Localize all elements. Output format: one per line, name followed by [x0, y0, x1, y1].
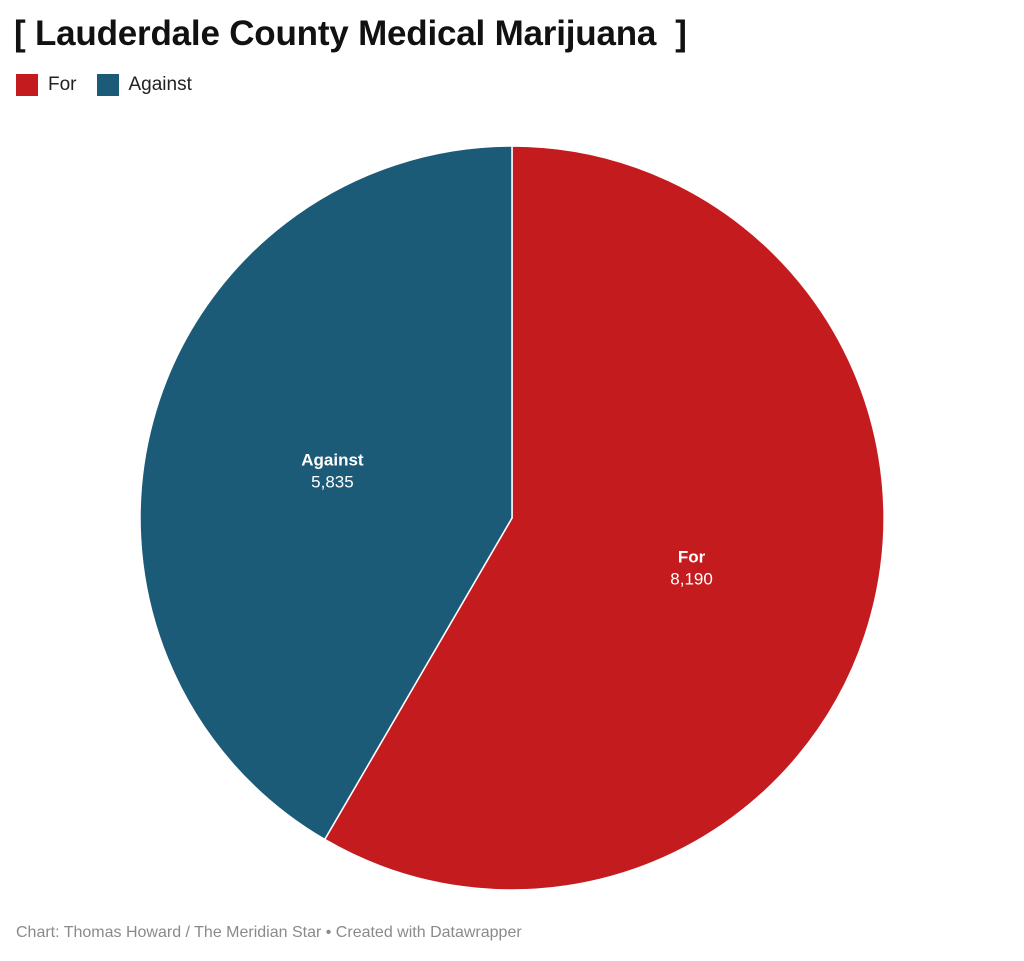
legend-swatch-for: [16, 74, 38, 96]
chart-credit: Chart: Thomas Howard / The Meridian Star…: [16, 924, 522, 941]
slice-label-against: Against: [301, 451, 364, 470]
legend-item-for: For: [16, 74, 77, 96]
pie-slice-against: [139, 145, 513, 841]
chart-title: [ Lauderdale County Medical Marijuana ]: [14, 14, 687, 53]
pie-slice-for: [323, 145, 885, 891]
slice-value-against: 5,835: [311, 473, 354, 492]
legend-label-against: Against: [128, 74, 192, 95]
slice-value-for: 8,190: [670, 569, 713, 588]
legend-swatch-against: [96, 74, 119, 96]
legend-item-against: Against: [96, 74, 192, 96]
chart-legend: For Against: [16, 74, 212, 96]
legend-label-for: For: [48, 74, 77, 95]
slice-label-for: For: [678, 547, 706, 566]
